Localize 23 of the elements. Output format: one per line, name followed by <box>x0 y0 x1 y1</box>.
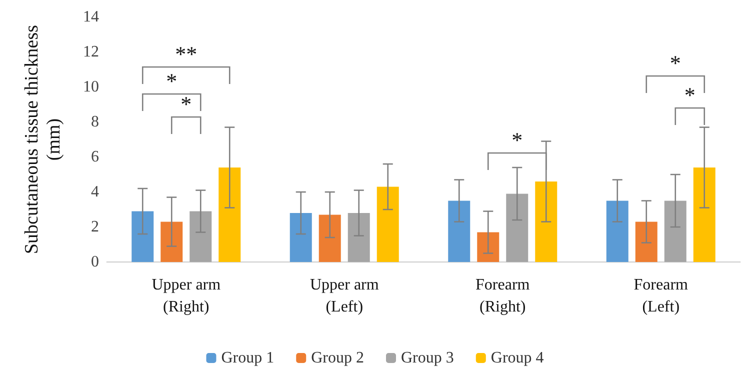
annotation: ** <box>175 42 198 66</box>
legend-label: Group 3 <box>401 350 454 366</box>
x-tick-label: Upper arm (Left) <box>310 276 380 316</box>
legend-label: Group 2 <box>311 350 364 366</box>
legend-label: Group 1 <box>221 350 274 366</box>
y-tick-label: 0 <box>91 254 99 270</box>
x-tick-label: Forearm (Right) <box>476 276 530 316</box>
y-axis-title: Subcutaneous tissue thickness (mm) <box>22 24 64 254</box>
y-tick-label: 4 <box>91 184 99 200</box>
y-tick-label: 6 <box>91 148 99 166</box>
y-tick-label: 14 <box>83 8 99 26</box>
annotation: * <box>180 92 192 116</box>
y-tick-label: 2 <box>91 218 99 236</box>
y-tick-label: 8 <box>91 114 99 130</box>
annotation: * <box>684 82 696 108</box>
y-tick-label: 12 <box>83 44 99 60</box>
y-tick-label: 10 <box>83 78 99 96</box>
x-tick-label: Forearm (Left) <box>634 276 689 316</box>
legend-label: Group 4 <box>490 350 544 366</box>
annotation: * <box>166 68 178 94</box>
x-tick-label: Upper arm (Right) <box>152 276 222 316</box>
annotation: * <box>670 50 681 76</box>
annotation: * <box>512 128 523 152</box>
